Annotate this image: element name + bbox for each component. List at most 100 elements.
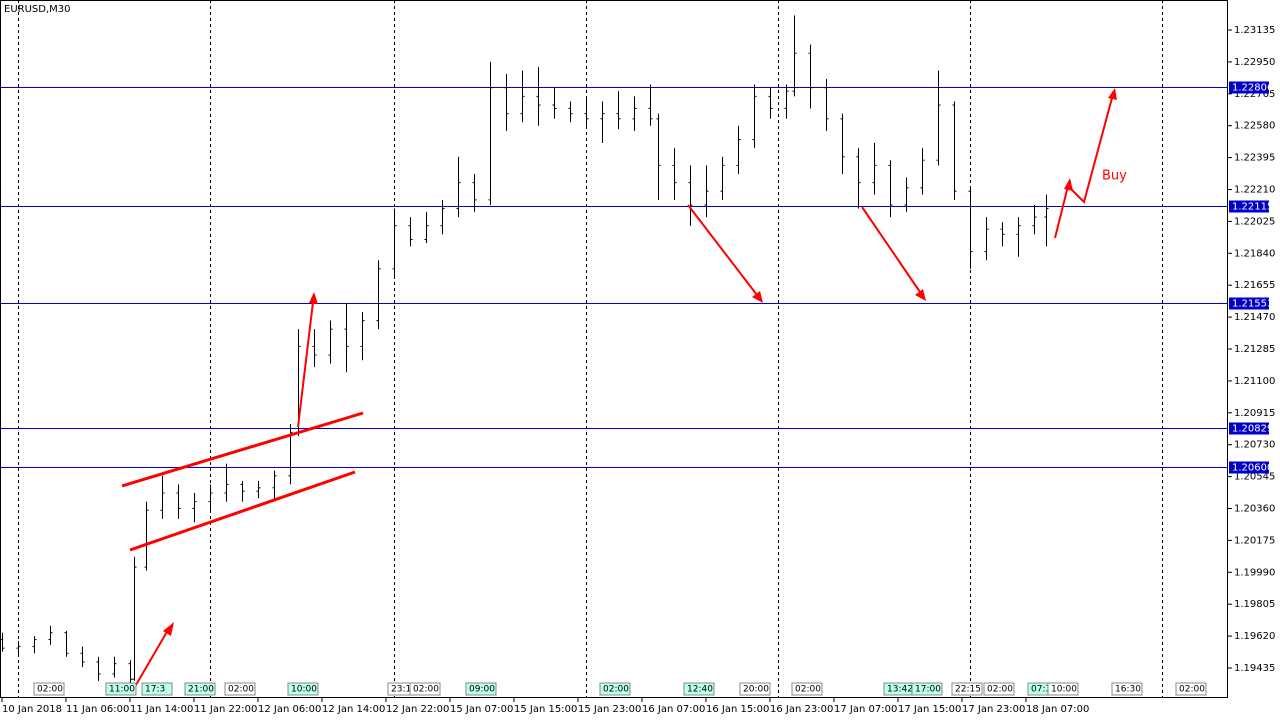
x-tick-label: 17 Jan 15:00 (898, 704, 961, 715)
level-tag (1229, 81, 1269, 94)
y-tick-label: 1.22210 (1234, 185, 1275, 196)
x-tick-label: 11 Jan 22:00 (194, 704, 257, 715)
time-marker (224, 682, 256, 696)
y-tick-label: 1.20730 (1234, 440, 1275, 451)
x-tick-label: 15 Jan 07:00 (450, 704, 513, 715)
y-tick-label: 1.19805 (1234, 599, 1275, 610)
time-marker (683, 682, 715, 696)
x-tick-label: 18 Jan 07:00 (1026, 704, 1089, 715)
y-tick-label: 1.22580 (1234, 121, 1275, 132)
arrow-head (1108, 88, 1117, 100)
y-tick-label: 1.22765 (1234, 89, 1275, 100)
arrow-head (163, 622, 174, 636)
level-label: 1.20600 (1232, 463, 1273, 474)
levels (0, 87, 1228, 468)
time-marker-label: 16:30 (1115, 685, 1141, 695)
y-tick-label: 1.21470 (1234, 312, 1275, 323)
x-tick-label: 16 Jan 07:00 (642, 704, 705, 715)
y-tick-label: 1.23135 (1234, 25, 1275, 36)
plot-frame (0, 0, 1228, 698)
level-tag (1229, 461, 1269, 474)
y-tick-label: 1.21100 (1234, 376, 1275, 387)
x-tick-label: 17 Jan 07:00 (834, 704, 897, 715)
time-marker-label: 09:00 (469, 685, 495, 695)
time-marker-label: 20:00 (743, 685, 769, 695)
time-marker (791, 682, 823, 696)
y-tick-label: 1.21840 (1234, 248, 1275, 259)
level-label: 1.20829 (1232, 424, 1273, 435)
time-marker-label: 02:00 (413, 685, 439, 695)
time-marker-label: 12:40 (687, 685, 713, 695)
arrow-head (309, 292, 318, 304)
time-marker-label: 23:1 (391, 685, 411, 695)
time-marker-label: 17:3 (145, 685, 165, 695)
time-marker (1175, 682, 1207, 696)
y-tick-label: 1.22950 (1234, 57, 1275, 68)
channel-line (129, 470, 356, 552)
time-marker-label: 02:00 (795, 685, 821, 695)
time-marker-label: 02:00 (1179, 685, 1205, 695)
time-marker (739, 682, 771, 696)
time-marker (951, 682, 983, 696)
arrow (687, 204, 758, 296)
x-tick-label: 11 Jan 06:00 (66, 704, 129, 715)
time-marker-label: 02:00 (228, 685, 254, 695)
arrow-head (915, 289, 926, 301)
x-tick-label: 12 Jan 06:00 (258, 704, 321, 715)
y-tick-label: 1.21285 (1234, 344, 1275, 355)
y-tick-label: 1.20545 (1234, 472, 1275, 483)
y-tick-label: 1.20360 (1234, 503, 1275, 514)
level-label: 1.21553 (1232, 299, 1273, 310)
chart-title: EURUSD,M30 (4, 4, 70, 15)
y-tick-label: 1.20175 (1234, 535, 1275, 546)
y-tick-label: 1.20915 (1234, 408, 1275, 419)
time-marker (105, 682, 137, 696)
x-tick-label: 16 Jan 15:00 (706, 704, 769, 715)
time-marker (409, 682, 441, 696)
time-marker-label: 21:00 (188, 685, 214, 695)
x-tick-label: 17 Jan 23:00 (962, 704, 1025, 715)
time-marker-label: 02:00 (987, 685, 1013, 695)
time-marker (465, 682, 497, 696)
arrow-head (1064, 178, 1073, 191)
x-tick-label: 11 Jan 14:00 (130, 704, 193, 715)
x-tick-label: 12 Jan 14:00 (322, 704, 385, 715)
arrow (861, 206, 921, 293)
time-marker (33, 682, 65, 696)
drawings: Buy (121, 88, 1127, 691)
arrow-head (752, 291, 763, 303)
annotation: Buy (1102, 169, 1127, 184)
level-label: 1.22115 (1232, 202, 1273, 213)
y-tick-label: 1.19435 (1234, 663, 1275, 674)
time-marker-label: 22:15 (955, 685, 981, 695)
channel-line (121, 411, 364, 488)
x-tick-label: 15 Jan 15:00 (514, 704, 577, 715)
y-tick-label: 1.19620 (1234, 631, 1275, 642)
time-marker (1111, 682, 1143, 696)
time-marker (184, 682, 216, 696)
x-tick-label: 15 Jan 23:00 (578, 704, 641, 715)
y-tick-label: 1.21655 (1234, 280, 1275, 291)
arrow (297, 301, 314, 428)
time-marker (599, 682, 631, 696)
time-marker-label: 10:00 (291, 685, 317, 695)
y-tick-label: 1.19990 (1234, 567, 1275, 578)
x-tick-label: 10 Jan 2018 (2, 704, 62, 715)
time-marker (983, 682, 1015, 696)
time-marker (141, 682, 173, 696)
level-tag (1229, 422, 1269, 435)
time-marker (1047, 682, 1079, 696)
time-marker-label: 17:00 (915, 685, 941, 695)
bars (0, 15, 1049, 687)
level-label: 1.22806 (1232, 83, 1273, 94)
time-marker (287, 682, 319, 696)
time-marker (911, 682, 943, 696)
x-tick-label: 16 Jan 23:00 (770, 704, 833, 715)
level-tag (1229, 200, 1269, 213)
time-marker-label: 02:00 (37, 685, 63, 695)
level-tag (1229, 297, 1269, 310)
arrow (1054, 97, 1113, 239)
time-marker-label: 13:42 (887, 685, 913, 695)
